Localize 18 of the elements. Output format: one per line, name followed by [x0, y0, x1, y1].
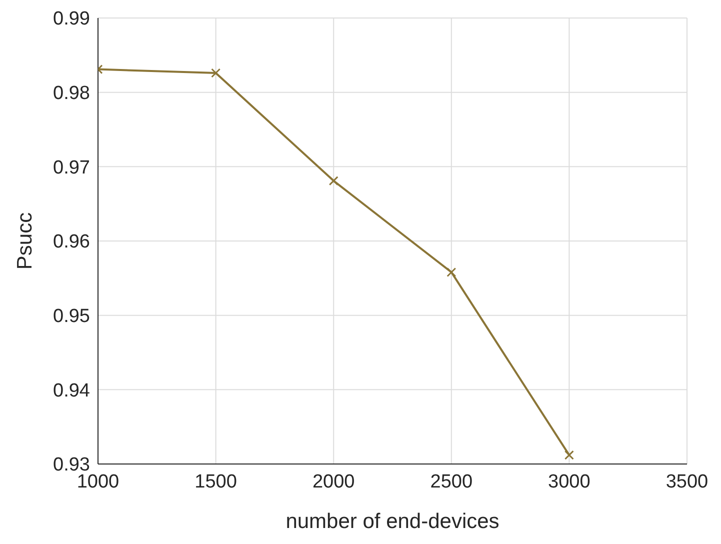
x-axis-title: number of end-devices	[286, 510, 500, 533]
y-tick-label: 0.96	[53, 232, 90, 253]
x-tick-label: 3000	[548, 471, 590, 492]
y-tick-label: 0.97	[53, 157, 90, 178]
point	[211, 68, 221, 78]
x-tick-label: 2500	[430, 471, 473, 492]
y-tick-label: 0.94	[53, 380, 90, 402]
x-tick-label: 1500	[194, 471, 237, 492]
y-axis-title: Psucc	[13, 212, 36, 270]
y-tick-label: 0.98	[53, 83, 90, 104]
point	[328, 176, 338, 186]
x-tick-label: 3500	[666, 471, 708, 492]
y-tick-label: 0.95	[53, 306, 90, 328]
point	[564, 450, 574, 460]
point	[446, 267, 456, 277]
x-tick-label: 2000	[312, 471, 355, 492]
x-tick-label: 1000	[76, 471, 120, 492]
y-tick-label: 0.99	[53, 8, 90, 30]
